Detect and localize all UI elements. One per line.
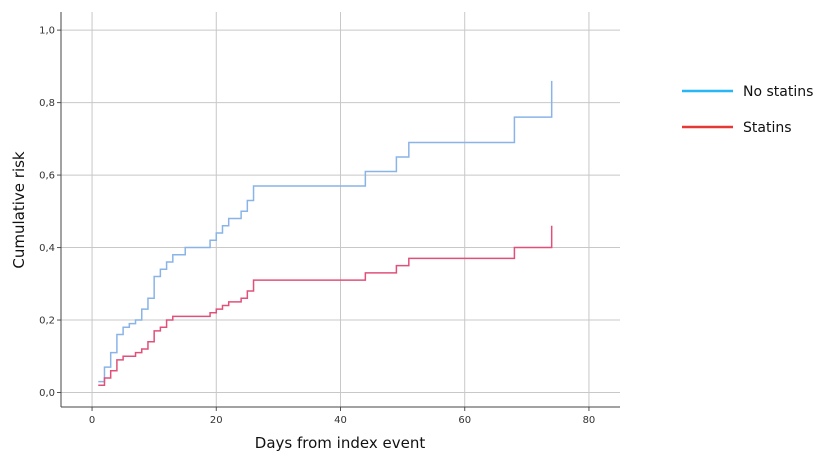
- x-tick-label: 0: [89, 415, 95, 426]
- series-line-no-statins: [98, 80, 553, 383]
- y-tick-label: 0,2: [39, 316, 55, 327]
- legend-label-no-statins: No statins: [743, 84, 813, 100]
- y-tick-label: 0,6: [39, 171, 55, 182]
- x-tick-label: 60: [458, 415, 471, 426]
- legend: No statins Statins: [682, 84, 813, 136]
- x-axis-title: Days from index event: [255, 434, 426, 452]
- series-line-statins: [98, 225, 553, 387]
- y-tick-label: 0,8: [39, 98, 55, 109]
- y-tick-label: 0,4: [39, 243, 55, 254]
- legend-label-statins: Statins: [743, 120, 792, 136]
- tick-labels: 0 20 40 60 80 0,0 0,2 0,4 0,6 0,8 1,0: [39, 26, 595, 426]
- y-axis-title: Cumulative risk: [10, 151, 28, 269]
- axes: [57, 12, 620, 411]
- gridlines: [61, 12, 620, 407]
- y-tick-label: 1,0: [39, 26, 55, 37]
- x-tick-label: 40: [334, 415, 347, 426]
- y-tick-label: 0,0: [39, 388, 55, 399]
- series-lines: [98, 80, 553, 387]
- x-tick-label: 80: [583, 415, 596, 426]
- x-tick-label: 20: [210, 415, 223, 426]
